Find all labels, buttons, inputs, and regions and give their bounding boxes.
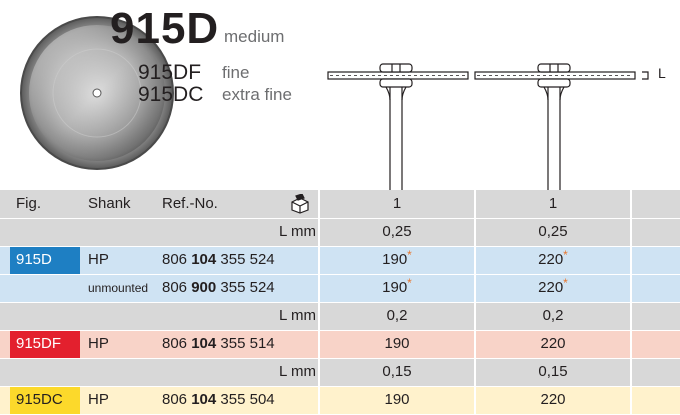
- unit-label: L mm: [279, 307, 316, 324]
- column-divider: [630, 186, 632, 414]
- ref-suffix: 355 524: [216, 279, 275, 296]
- ref-suffix: 355 504: [216, 391, 275, 408]
- ref-number: 806 104 355 524: [162, 246, 275, 274]
- value-fig2-number: 0,25: [538, 223, 568, 240]
- value-fig2: 220*: [476, 246, 630, 274]
- ref-prefix: 806: [162, 279, 192, 296]
- table-row: L mm 0,2 0,2: [0, 302, 680, 330]
- value-fig1-number: 0,25: [382, 223, 412, 240]
- table-row: 915DC HP 806 104 355 504 190 220: [0, 386, 680, 414]
- value-fig1: 0,25: [320, 218, 474, 246]
- value-fig2-number: 0,15: [538, 363, 568, 380]
- value-fig1-number: 0,15: [382, 363, 412, 380]
- value-fig1-number: 190: [384, 335, 410, 352]
- ref-bold: 104: [191, 251, 217, 268]
- table-row: unmounted 806 900 355 524 190* 220*: [0, 274, 680, 302]
- col-fig: Fig.: [16, 195, 42, 212]
- product-code-variant-1: 915DF: [138, 61, 202, 84]
- shank-cell: HP: [88, 335, 109, 352]
- table-row: 915D HP 806 104 355 524 190* 220*: [0, 246, 680, 274]
- table-header-row: Fig. Shank Ref.-No. 1 1: [0, 190, 680, 218]
- value-fig2: 0,2: [476, 302, 630, 330]
- table-row: L mm 0,15 0,15: [0, 358, 680, 386]
- footnote-star: *: [407, 248, 412, 262]
- row-divider: [0, 246, 680, 247]
- figure-tag: 915D: [10, 246, 80, 274]
- col-fig1: 1: [392, 195, 402, 212]
- value-fig1: 190: [320, 386, 474, 414]
- table-row: 915DF HP 806 104 355 514 190 220: [0, 330, 680, 358]
- grade-variant-1: fine: [222, 63, 250, 82]
- value-fig1-number: 0,2: [386, 307, 408, 324]
- footnote-star: *: [563, 248, 568, 262]
- value-fig2-number: 220: [540, 335, 566, 352]
- value-fig2: 220: [476, 330, 630, 358]
- ref-suffix: 355 524: [216, 251, 275, 268]
- value-fig1: 0,2: [320, 302, 474, 330]
- row-divider: [0, 218, 680, 219]
- value-fig1: 190*: [320, 274, 474, 302]
- ref-number: 806 104 355 504: [162, 386, 275, 414]
- col-fig2: 1: [548, 195, 558, 212]
- ref-number: 806 104 355 514: [162, 330, 275, 358]
- shank-cell: HP: [88, 251, 109, 268]
- figure-tag: 915DF: [10, 330, 80, 358]
- value-fig2: 220*: [476, 274, 630, 302]
- value-fig1: 190*: [320, 246, 474, 274]
- package-icon: [291, 194, 309, 214]
- ref-bold: 104: [191, 391, 217, 408]
- value-fig1-number: 190: [382, 251, 408, 268]
- value-fig2-number: 220: [538, 279, 564, 296]
- footnote-star: *: [407, 276, 412, 290]
- ref-suffix: 355 514: [216, 335, 275, 352]
- grade-variant-2: extra fine: [222, 85, 292, 104]
- ref-prefix: 806: [162, 251, 192, 268]
- value-fig2: 0,15: [476, 358, 630, 386]
- column-divider: [474, 186, 476, 414]
- value-fig2-number: 0,2: [542, 307, 564, 324]
- shank-cell: unmounted: [88, 281, 149, 295]
- ref-number: 806 900 355 524: [162, 274, 275, 302]
- product-code-variant-2: 915DC: [138, 83, 204, 106]
- value-fig2-number: 220: [538, 251, 564, 268]
- shank-cell: HP: [88, 391, 109, 408]
- figure-tag: 915DC: [10, 386, 80, 414]
- value-fig2-number: 220: [540, 391, 566, 408]
- diamond-disc-image: [20, 16, 174, 170]
- unit-label: L mm: [279, 363, 316, 380]
- value-fig1-number: 190: [382, 279, 408, 296]
- row-divider: [0, 302, 680, 303]
- table-row: L mm 0,25 0,25: [0, 218, 680, 246]
- value-fig2: 220: [476, 386, 630, 414]
- unit-label: L mm: [279, 223, 316, 240]
- row-divider: [0, 386, 680, 387]
- row-divider: [0, 358, 680, 359]
- column-divider: [318, 186, 320, 414]
- product-code-main: 915D: [110, 4, 220, 53]
- row-divider: [0, 274, 680, 275]
- ref-prefix: 806: [162, 335, 192, 352]
- ref-bold: 900: [191, 279, 217, 296]
- value-fig1-number: 190: [384, 391, 410, 408]
- ref-prefix: 806: [162, 391, 192, 408]
- col-shank: Shank: [88, 195, 131, 212]
- footnote-star: *: [563, 276, 568, 290]
- value-fig1: 0,15: [320, 358, 474, 386]
- value-fig1: 190: [320, 330, 474, 358]
- value-fig2: 0,25: [476, 218, 630, 246]
- ref-bold: 104: [191, 335, 217, 352]
- grade-medium: medium: [224, 27, 285, 46]
- dimension-label: L: [658, 65, 666, 81]
- col-ref: Ref.-No.: [162, 195, 218, 212]
- technical-drawing: [327, 63, 649, 190]
- row-divider: [0, 330, 680, 331]
